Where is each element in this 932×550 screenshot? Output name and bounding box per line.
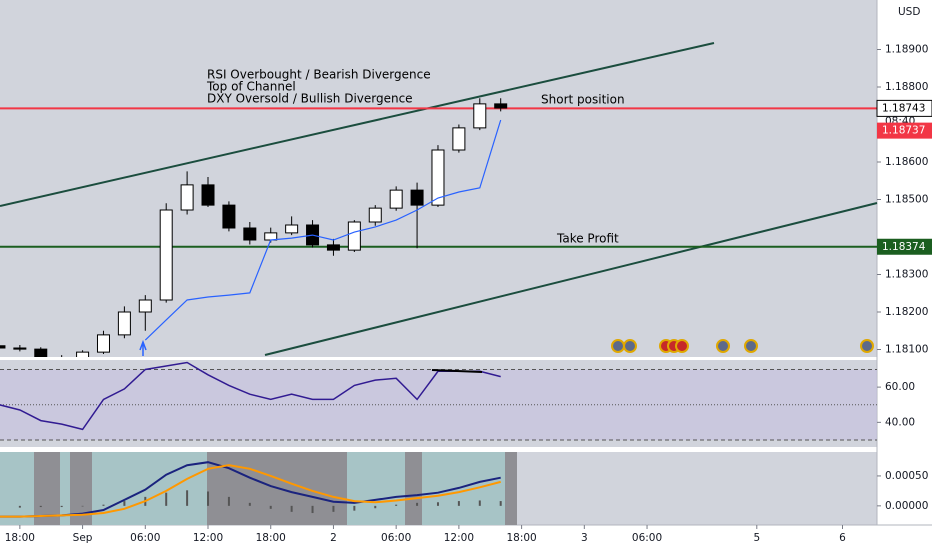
pane-layer bbox=[0, 98, 877, 357]
y-tick-label: 1.18100 bbox=[885, 344, 928, 356]
x-tick-label: 18:00 bbox=[506, 532, 536, 544]
x-tick-label: 06:00 bbox=[381, 532, 411, 544]
y-tick-label: 60.00 bbox=[885, 381, 915, 393]
bid-label-box bbox=[877, 122, 932, 139]
histogram-bar bbox=[60, 505, 63, 508]
candle-body bbox=[13, 347, 27, 350]
histogram-bar bbox=[436, 502, 439, 506]
x-tick-label: 3 bbox=[581, 532, 588, 544]
moving-average bbox=[144, 119, 502, 341]
candle-body bbox=[473, 103, 487, 129]
y-tick-label: 1.18500 bbox=[885, 194, 928, 206]
price-label: 1.18743 bbox=[882, 102, 925, 114]
y-tick-label: 0.00050 bbox=[885, 470, 928, 482]
candle-body bbox=[389, 189, 403, 209]
pane-layer bbox=[0, 361, 877, 441]
candle-body bbox=[326, 244, 340, 251]
histogram-bar bbox=[81, 505, 84, 507]
macd-line bbox=[0, 464, 501, 518]
histogram-bar bbox=[353, 505, 356, 511]
candle-body bbox=[201, 184, 215, 206]
x-tick-label: 18:00 bbox=[256, 532, 286, 544]
y-tick-label: 1.18300 bbox=[885, 269, 928, 281]
candle-body bbox=[347, 221, 361, 251]
channel-line bbox=[0, 42, 715, 207]
candle-body bbox=[494, 103, 508, 109]
x-tick-label: 2 bbox=[330, 532, 337, 544]
price-label: 1.18374 bbox=[882, 241, 926, 253]
price-label-box bbox=[877, 238, 932, 255]
candle-body bbox=[410, 189, 424, 206]
histogram-bar bbox=[248, 502, 251, 506]
histogram-bar bbox=[18, 505, 21, 508]
pane-layer bbox=[0, 461, 502, 518]
candle-body bbox=[117, 311, 131, 336]
candle-body bbox=[243, 227, 257, 241]
annotation: Short position bbox=[541, 93, 625, 107]
histogram-bar bbox=[332, 505, 335, 512]
y-tick-label: 1.18600 bbox=[885, 156, 928, 168]
candle-body bbox=[222, 204, 236, 229]
histogram-bar bbox=[499, 501, 502, 506]
currency-label: USD bbox=[898, 6, 920, 18]
histogram-bar bbox=[39, 505, 42, 508]
candle-body bbox=[431, 149, 445, 206]
y-tick-label: 1.18200 bbox=[885, 306, 928, 318]
price-axis bbox=[877, 0, 932, 525]
annotation: DXY Oversold / Bullish Divergence bbox=[207, 92, 413, 106]
y-tick-label: 1.18900 bbox=[885, 44, 928, 56]
y-tick-label: 1.18800 bbox=[885, 81, 928, 93]
candle-body bbox=[159, 209, 173, 301]
channel-line bbox=[264, 202, 878, 356]
macd-line bbox=[0, 461, 501, 518]
histogram-bar bbox=[186, 490, 189, 506]
bid-label: 1.18737 bbox=[882, 125, 925, 137]
candle-body bbox=[180, 184, 194, 211]
histogram-bar bbox=[102, 504, 105, 506]
candle-body bbox=[0, 345, 6, 349]
event-icons bbox=[611, 339, 874, 353]
arrow-marker bbox=[139, 339, 147, 356]
candle-body bbox=[76, 351, 90, 357]
candle-body bbox=[34, 348, 48, 357]
x-tick-label: Sep bbox=[73, 532, 93, 544]
histogram-bar bbox=[374, 505, 377, 509]
x-tick-label: 18:00 bbox=[5, 532, 35, 544]
macd-regions bbox=[0, 452, 517, 525]
y-tick-label: 40.00 bbox=[885, 416, 915, 428]
histogram-bar bbox=[457, 501, 460, 506]
histogram-bar bbox=[311, 505, 314, 514]
histogram-bar bbox=[395, 504, 398, 506]
x-tick-label: 5 bbox=[753, 532, 760, 544]
histogram-bar bbox=[478, 500, 481, 506]
candle-body bbox=[138, 299, 152, 313]
annotation: Top of Channel bbox=[206, 80, 296, 94]
candle-body bbox=[368, 207, 382, 223]
histogram-bar bbox=[416, 502, 419, 506]
annotation: Take Profit bbox=[556, 232, 619, 246]
histogram-bar bbox=[227, 496, 230, 506]
rsi-line bbox=[0, 361, 501, 431]
x-tick-label: 12:00 bbox=[444, 532, 474, 544]
candle-body bbox=[96, 334, 110, 353]
x-tick-label: 06:00 bbox=[632, 532, 662, 544]
candle-body bbox=[285, 224, 299, 234]
candle-body bbox=[264, 232, 278, 241]
histogram-bar bbox=[123, 501, 126, 506]
divergence-line bbox=[431, 369, 483, 373]
histogram-bar bbox=[290, 505, 293, 512]
histogram-bar bbox=[207, 491, 210, 506]
y-tick-label: 0.00000 bbox=[885, 500, 928, 512]
price-label-box bbox=[876, 99, 932, 117]
histogram-bar bbox=[165, 492, 168, 506]
candle-body bbox=[452, 127, 466, 151]
annotation: RSI Overbought / Bearish Divergence bbox=[207, 68, 431, 82]
x-tick-label: 06:00 bbox=[130, 532, 160, 544]
x-tick-label: 6 bbox=[839, 532, 846, 544]
histogram-bar bbox=[269, 505, 272, 509]
x-tick-label: 12:00 bbox=[193, 532, 223, 544]
